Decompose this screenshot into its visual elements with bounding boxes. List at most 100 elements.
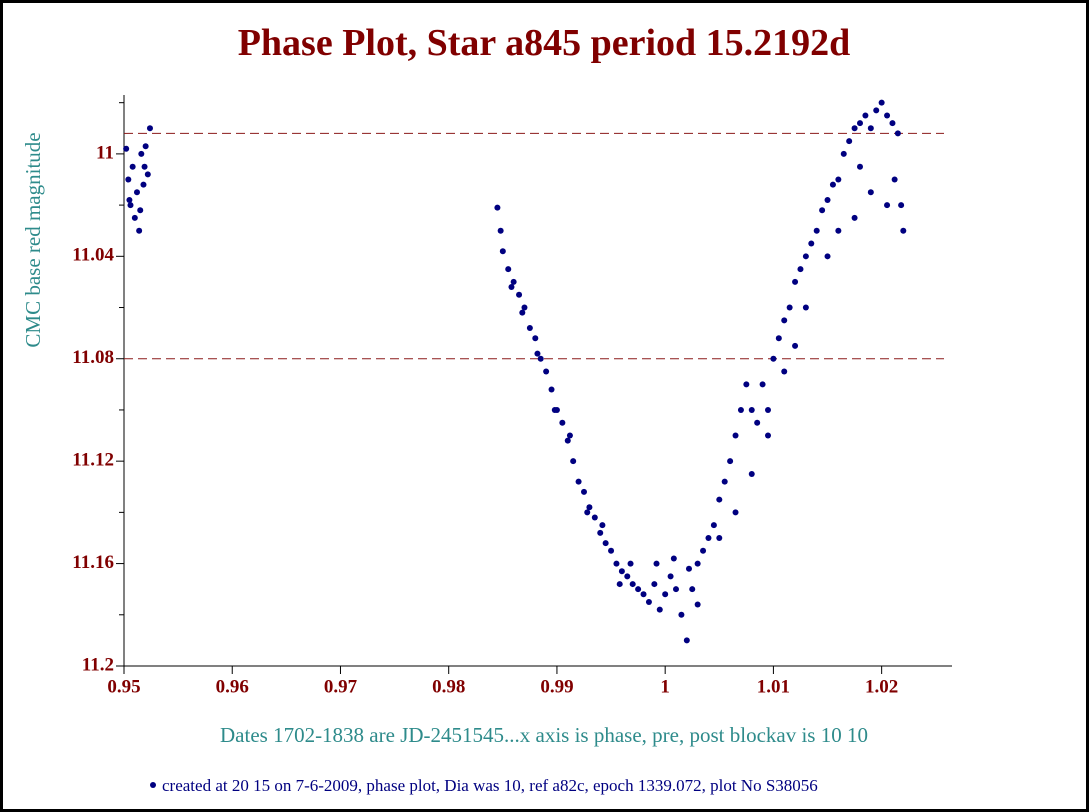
- data-point: [824, 253, 831, 260]
- y-tick-label: 11.16: [72, 552, 114, 573]
- data-point: [689, 586, 696, 593]
- data-point: [878, 99, 885, 106]
- data-point: [537, 355, 544, 362]
- data-point: [532, 335, 539, 342]
- data-point: [802, 253, 809, 260]
- data-point: [526, 325, 533, 332]
- data-point: [499, 248, 506, 255]
- data-point: [627, 560, 634, 567]
- data-point: [548, 386, 555, 393]
- data-point: [710, 522, 717, 529]
- data-point: [129, 163, 136, 170]
- data-point: [721, 478, 728, 485]
- data-point: [670, 555, 677, 562]
- data-point: [508, 284, 515, 291]
- data-point: [857, 163, 863, 170]
- data-point: [616, 581, 623, 588]
- data-point: [519, 309, 526, 316]
- data-point: [765, 406, 771, 413]
- data-point: [797, 266, 804, 273]
- x-tick-label: 0.99: [540, 676, 573, 697]
- data-point: [653, 560, 660, 567]
- data-point: [656, 606, 663, 613]
- x-tick-label: 1: [660, 676, 670, 697]
- data-point: [597, 529, 604, 536]
- y-tick-label: 11.2: [82, 654, 114, 675]
- data-point: [559, 419, 566, 426]
- data-point: [142, 143, 149, 150]
- data-point: [813, 227, 820, 234]
- data-point: [786, 304, 793, 311]
- x-tick-label: 0.98: [432, 676, 465, 697]
- data-point: [131, 214, 138, 221]
- data-point: [781, 368, 788, 375]
- data-point: [494, 204, 501, 211]
- data-point: [873, 107, 880, 114]
- data-point: [737, 406, 744, 413]
- data-point: [516, 291, 523, 298]
- data-point: [127, 202, 134, 209]
- y-tick-label: 11.04: [72, 245, 114, 266]
- data-point: [570, 458, 577, 465]
- data-point: [599, 522, 606, 529]
- data-point: [716, 534, 723, 541]
- data-point: [651, 581, 658, 588]
- data-point: [743, 381, 750, 388]
- data-point: [851, 214, 858, 221]
- data-point: [133, 189, 140, 196]
- data-point: [835, 227, 842, 234]
- data-point: [792, 278, 799, 285]
- x-tick-label: 0.97: [324, 676, 358, 697]
- x-axis-label: Dates 1702-1838 are JD-2451545...x axis …: [220, 723, 868, 747]
- data-point: [543, 368, 550, 375]
- data-point: [900, 227, 907, 234]
- data-point: [867, 125, 874, 132]
- data-point: [564, 437, 571, 444]
- data-point: [754, 419, 761, 426]
- y-tick-label: 11: [96, 142, 114, 163]
- data-point: [862, 112, 869, 119]
- data-point: [802, 304, 809, 311]
- data-point: [640, 591, 647, 598]
- data-point: [667, 573, 674, 580]
- data-point: [140, 181, 147, 188]
- data-point: [770, 355, 777, 362]
- data-point: [829, 181, 836, 188]
- x-tick-label: 0.95: [107, 676, 140, 697]
- data-point: [846, 138, 853, 145]
- data-point: [146, 125, 153, 132]
- data-point: [891, 176, 898, 183]
- data-point: [645, 598, 652, 605]
- data-point: [138, 150, 145, 157]
- data-point: [126, 196, 133, 203]
- data-point: [662, 591, 669, 598]
- data-point: [551, 406, 558, 413]
- data-point: [732, 509, 739, 516]
- data-point: [884, 112, 891, 119]
- data-point: [613, 560, 620, 567]
- footnote-bullet: [150, 782, 156, 788]
- data-point: [629, 581, 636, 588]
- data-point: [144, 171, 151, 178]
- data-point: [125, 176, 132, 183]
- data-point: [123, 145, 130, 152]
- data-point: [566, 432, 573, 439]
- x-tick-label: 0.96: [216, 676, 249, 697]
- data-point: [683, 637, 690, 644]
- data-point: [584, 509, 591, 516]
- data-point: [602, 540, 609, 547]
- data-point: [700, 547, 707, 554]
- data-point: [694, 601, 701, 608]
- data-point: [505, 266, 512, 273]
- data-point: [521, 304, 528, 311]
- footnote: created at 20 15 on 7-6-2009, phase plot…: [162, 776, 818, 795]
- data-point: [748, 470, 755, 477]
- data-point: [673, 586, 679, 593]
- data-point: [840, 150, 847, 157]
- data-point: [136, 227, 143, 234]
- data-point: [575, 478, 582, 485]
- data-point: [759, 381, 766, 388]
- data-point: [624, 573, 631, 580]
- data-point: [894, 130, 901, 137]
